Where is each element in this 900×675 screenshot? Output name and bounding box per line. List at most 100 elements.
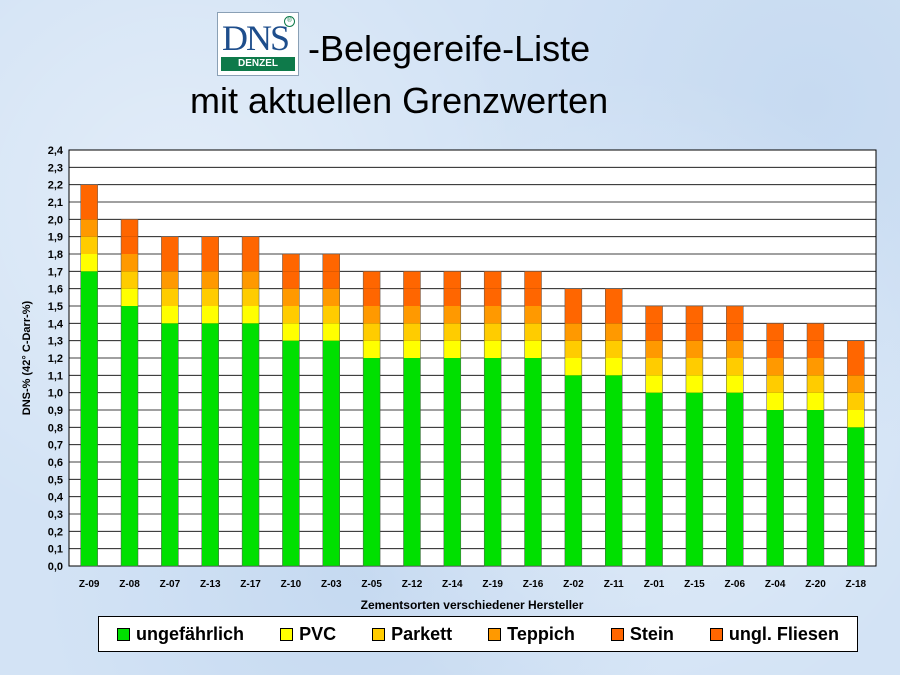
- bar-segment-fliesen: [363, 271, 381, 289]
- bar-segment-fliesen: [524, 271, 542, 289]
- bar-segment-fliesen: [121, 219, 138, 237]
- legend-label: Stein: [629, 623, 674, 644]
- bar-segment-fliesen: [685, 306, 703, 324]
- y-tick-label: 1,5: [48, 301, 63, 313]
- bar-segment-fliesen: [484, 271, 502, 289]
- title-line-1: -Belegereife-Liste: [308, 28, 591, 69]
- bar-outline: [645, 305, 663, 567]
- bar-segment-pvc: [161, 306, 179, 324]
- bar-segment-fliesen: [242, 236, 260, 254]
- x-tick-label: Z-18: [846, 579, 867, 590]
- bar-segment-parkett: [564, 340, 582, 358]
- bar-segment-fliesen: [403, 271, 421, 289]
- bar-segment-ungefaehrlich: [847, 427, 865, 566]
- legend-item-stein: Stein: [610, 623, 674, 645]
- y-tick-label: 0,8: [48, 422, 63, 434]
- legend-label: ungefährlich: [136, 623, 245, 644]
- legend-label: ungl. Fliesen: [728, 623, 839, 644]
- bar-segment-stein: [80, 202, 98, 220]
- y-tick-label: 1,0: [48, 388, 63, 400]
- bar-outline: [241, 236, 260, 567]
- y-tick-label: 1,7: [48, 266, 63, 278]
- y-tick-labels: 0,0 0,1 0,2 0,3 0,4 0,5 0,6 0,7 0,8 0,9 1,0 1,1 1,2 1…: [48, 145, 64, 573]
- y-tick-label: 0,2: [48, 526, 63, 538]
- bar-segment-fliesen: [766, 323, 784, 341]
- bar-segment-parkett: [726, 358, 744, 376]
- bar-outline: [605, 288, 623, 567]
- bar-segment-stein: [443, 288, 461, 306]
- x-tick-label: Z-08: [119, 579, 140, 590]
- bar-segment-ungefaehrlich: [645, 392, 663, 566]
- bar-segment-ungefaehrlich: [685, 392, 703, 566]
- bar-segment-pvc: [847, 410, 865, 428]
- bar-segment-parkett: [282, 306, 300, 324]
- legend-label: PVC: [299, 623, 337, 644]
- bar-outline: [201, 236, 219, 567]
- bar-segment-ungefaehrlich: [242, 323, 260, 566]
- y-tick-label: 0,1: [48, 544, 63, 556]
- bar-segment-parkett: [80, 236, 98, 254]
- bar-segment-pvc: [685, 375, 703, 393]
- y-tick-label: 0,4: [48, 492, 64, 504]
- bar-segment-teppich: [161, 271, 179, 289]
- bar-segment-parkett: [807, 375, 824, 393]
- bar-segment-pvc: [807, 392, 824, 410]
- bar-segment-pvc: [242, 306, 260, 324]
- bar-outline: [483, 271, 502, 567]
- bar-segment-teppich: [766, 358, 784, 376]
- bar-segment-fliesen: [847, 340, 865, 358]
- bar-segment-fliesen: [322, 254, 340, 272]
- bar-segment-ungefaehrlich: [524, 358, 542, 566]
- bar-outline: [403, 271, 421, 567]
- bar-segment-fliesen: [726, 306, 744, 324]
- y-tick-label: 1,9: [48, 232, 63, 244]
- bar-segment-ungefaehrlich: [605, 375, 623, 566]
- bar-segment-stein: [282, 271, 300, 289]
- y-tick-label: 1,8: [48, 249, 63, 261]
- bar-segment-pvc: [363, 340, 381, 358]
- bar-segment-fliesen: [443, 271, 461, 289]
- bar-segment-stein: [726, 323, 744, 341]
- x-tick-label: Z-01: [644, 579, 665, 590]
- bar-segment-stein: [807, 340, 824, 358]
- bar-segment-stein: [645, 323, 663, 341]
- x-tick-labels: Z-09 Z-08 Z-07 Z-13 Z-17 Z-10 Z-03 Z-05 Z-12 Z-14…: [79, 579, 867, 590]
- bar-segment-stein: [161, 254, 179, 272]
- legend-swatch: [372, 627, 386, 641]
- y-axis-label: DNS-% (42° C-Darr-%): [21, 300, 33, 415]
- bar-segment-stein: [242, 254, 260, 272]
- bar-segment-ungefaehrlich: [201, 323, 219, 566]
- y-tick-label: 1,1: [48, 370, 63, 382]
- x-tick-label: Z-06: [724, 579, 745, 590]
- bar-segment-teppich: [807, 358, 824, 376]
- x-tick-label: Z-19: [482, 579, 503, 590]
- x-tick-label: Z-11: [604, 579, 624, 590]
- x-tick-label: Z-04: [765, 579, 786, 590]
- bar-outline: [685, 305, 704, 567]
- legend-item-fliesen: ungl. Fliesen: [709, 623, 839, 645]
- bar-segment-pvc: [766, 392, 784, 410]
- bar-outline: [322, 253, 340, 567]
- bar-segment-stein: [363, 288, 381, 306]
- legend-item-pvc: PVC: [280, 624, 336, 645]
- bar-segment-fliesen: [80, 184, 98, 202]
- bar-segment-teppich: [242, 271, 260, 289]
- bar-segment-ungefaehrlich: [403, 358, 421, 566]
- bar-segment-ungefaehrlich: [121, 306, 138, 566]
- x-tick-label: Z-13: [200, 579, 221, 590]
- bar-segment-parkett: [403, 323, 421, 341]
- bar-segment-stein: [403, 288, 421, 306]
- logo-text: DNS: [222, 18, 290, 58]
- bar-segment-parkett: [161, 288, 179, 306]
- bar-segment-parkett: [242, 288, 260, 306]
- bar-segment-ungefaehrlich: [766, 410, 784, 566]
- bar-outline: [766, 323, 784, 567]
- bar-segment-stein: [322, 271, 340, 289]
- bar-segment-fliesen: [282, 254, 300, 272]
- bar-segment-parkett: [524, 323, 542, 341]
- bar-segment-parkett: [201, 288, 219, 306]
- bar-segment-pvc: [80, 254, 98, 272]
- x-tick-label: Z-02: [563, 579, 584, 590]
- bar-segment-ungefaehrlich: [322, 340, 340, 566]
- bar-segment-ungefaehrlich: [282, 340, 300, 566]
